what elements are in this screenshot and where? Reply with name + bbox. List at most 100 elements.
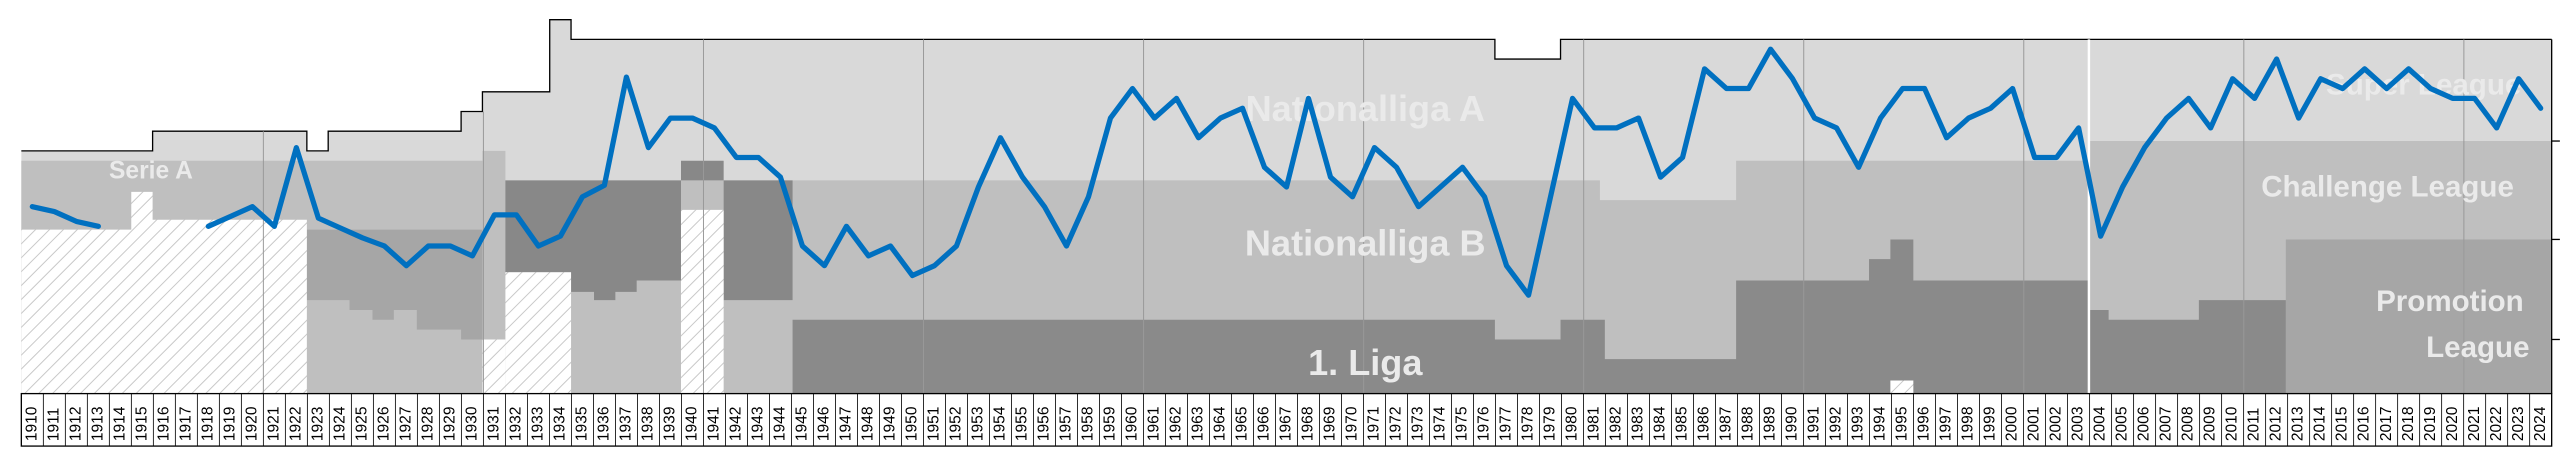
x-tick-label: 1984	[1652, 406, 1669, 441]
x-tick-label: 1943	[750, 407, 767, 442]
right-ticks	[2551, 39, 2560, 394]
x-tick-label: 2005	[2114, 406, 2131, 441]
x-tick-label: 1946	[816, 407, 833, 442]
x-tick-label: 2011	[2246, 408, 2263, 441]
x-tick-label: 2016	[2356, 407, 2373, 442]
x-tick-label: 1966	[1256, 407, 1273, 442]
x-tick-label: 1954	[992, 406, 1009, 441]
x-tick-label: 1961	[1146, 407, 1163, 442]
x-tick-label: 2008	[2180, 407, 2197, 442]
series-line	[29, 46, 2544, 298]
fourth-tier	[792, 239, 2286, 394]
x-tick-label: 1938	[640, 407, 657, 442]
third-tier	[505, 160, 793, 301]
x-tick-label: 1929	[441, 407, 458, 442]
x-tick-label: 1923	[309, 407, 326, 442]
x-axis: 1910 1911 1912 1913 1914 1915 1916 1917 1918 1919…	[20, 392, 2553, 447]
x-tick-label: 1925	[353, 406, 370, 441]
x-tick-label: 1944	[772, 406, 789, 441]
decade-lines	[262, 39, 2465, 394]
x-tick-label: 1928	[419, 407, 436, 442]
x-tick-label: 1941	[706, 407, 723, 442]
x-tick-label: 1934	[552, 406, 569, 441]
x-tick-label: 1921	[265, 407, 282, 442]
x-tick-label: 2004	[2092, 406, 2109, 441]
x-tick-label: 1915	[133, 406, 150, 441]
x-tick-label: 1982	[1608, 407, 1625, 442]
x-tick-label: 2017	[2378, 407, 2395, 442]
x-tick-label: 1927	[397, 407, 414, 442]
third-tier	[2285, 239, 2552, 394]
x-tick-label: 1930	[463, 406, 480, 441]
lower-tier	[21, 191, 307, 394]
lower-tier	[1890, 380, 1914, 394]
x-tick-label: 2003	[2070, 407, 2087, 442]
x-tick-label: 1913	[89, 407, 106, 442]
x-tick-label: 1951	[926, 407, 943, 442]
x-tick-label: 2009	[2202, 407, 2219, 442]
annotation: Nationalliga B	[1245, 223, 1486, 264]
x-tick-label: 1994	[1872, 406, 1889, 441]
x-tick-label: 1960	[1124, 406, 1141, 441]
x-tick-label: 1956	[1036, 407, 1053, 442]
x-tick-label: 2024	[2532, 406, 2549, 441]
annotation: League	[2426, 331, 2529, 364]
annotation: Nationalliga A	[1246, 88, 1485, 129]
x-tick-label: 1942	[728, 407, 745, 442]
x-tick-label: 1965	[1234, 406, 1251, 441]
x-tick-label: 2012	[2268, 407, 2285, 442]
x-tick-label: 1957	[1058, 407, 1075, 442]
x-tick-label: 1950	[904, 406, 921, 441]
x-tick-label: 1973	[1410, 407, 1427, 442]
x-tick-label: 1978	[1520, 407, 1537, 442]
x-tick-label: 1917	[177, 407, 194, 442]
x-tick-label: 1933	[530, 407, 547, 442]
x-tick-label: 1937	[618, 407, 635, 442]
x-tick-label: 1967	[1278, 407, 1295, 442]
lower-tier	[680, 209, 724, 394]
plot	[29, 46, 2544, 298]
x-tick-label: 2001	[2026, 407, 2043, 442]
x-tick-label: 1977	[1498, 407, 1515, 442]
x-tick-label: 1920	[243, 406, 260, 441]
x-tick-label: 1936	[596, 407, 613, 442]
x-tick-label: 2018	[2400, 407, 2417, 442]
x-tick-label: 1983	[1630, 407, 1647, 442]
x-tick-label: 1999	[1982, 407, 1999, 442]
axis-box	[20, 392, 2553, 447]
x-tick-label: 1955	[1014, 406, 1031, 441]
x-tick-label: 1976	[1476, 407, 1493, 442]
x-tick-label: 1987	[1718, 407, 1735, 442]
third-tier	[306, 229, 483, 340]
x-tick-label: 1911	[45, 408, 62, 441]
x-tick-label: 1964	[1212, 406, 1229, 441]
x-tick-label: 1931	[486, 407, 503, 442]
x-tick-label: 1910	[23, 406, 40, 441]
x-tick-label: 1962	[1168, 407, 1185, 442]
x-tick-label: 1969	[1322, 407, 1339, 442]
x-tick-label: 1945	[794, 406, 811, 441]
x-tick-label: 1958	[1080, 407, 1097, 442]
x-tick-label: 1991	[1806, 407, 1823, 442]
x-tick-label: 2013	[2290, 407, 2307, 442]
x-tick-label: 1974	[1432, 406, 1449, 441]
x-tick-label: 1986	[1696, 407, 1713, 442]
x-tick-label: 1952	[948, 407, 965, 442]
x-tick-label: 2023	[2510, 407, 2527, 442]
annotation: Promotion	[2376, 285, 2524, 318]
x-tick-label: 2002	[2048, 407, 2065, 442]
x-tick-label: 1980	[1564, 406, 1581, 441]
x-tick-label: 1988	[1740, 407, 1757, 442]
x-tick-label: 1971	[1366, 407, 1383, 442]
x-tick-label: 1940	[684, 406, 701, 441]
x-tick-label: 1970	[1344, 406, 1361, 441]
annotation: Serie A	[109, 158, 193, 185]
x-tick-label: 2022	[2488, 407, 2505, 442]
x-tick-label: 2020	[2444, 406, 2461, 441]
league-bands	[21, 19, 2560, 394]
x-tick-label: 1985	[1674, 406, 1691, 441]
x-tick-label: 1996	[1916, 407, 1933, 442]
x-tick-label: 1972	[1388, 407, 1405, 442]
x-tick-label: 2006	[2136, 407, 2153, 442]
x-tick-label: 1963	[1190, 407, 1207, 442]
